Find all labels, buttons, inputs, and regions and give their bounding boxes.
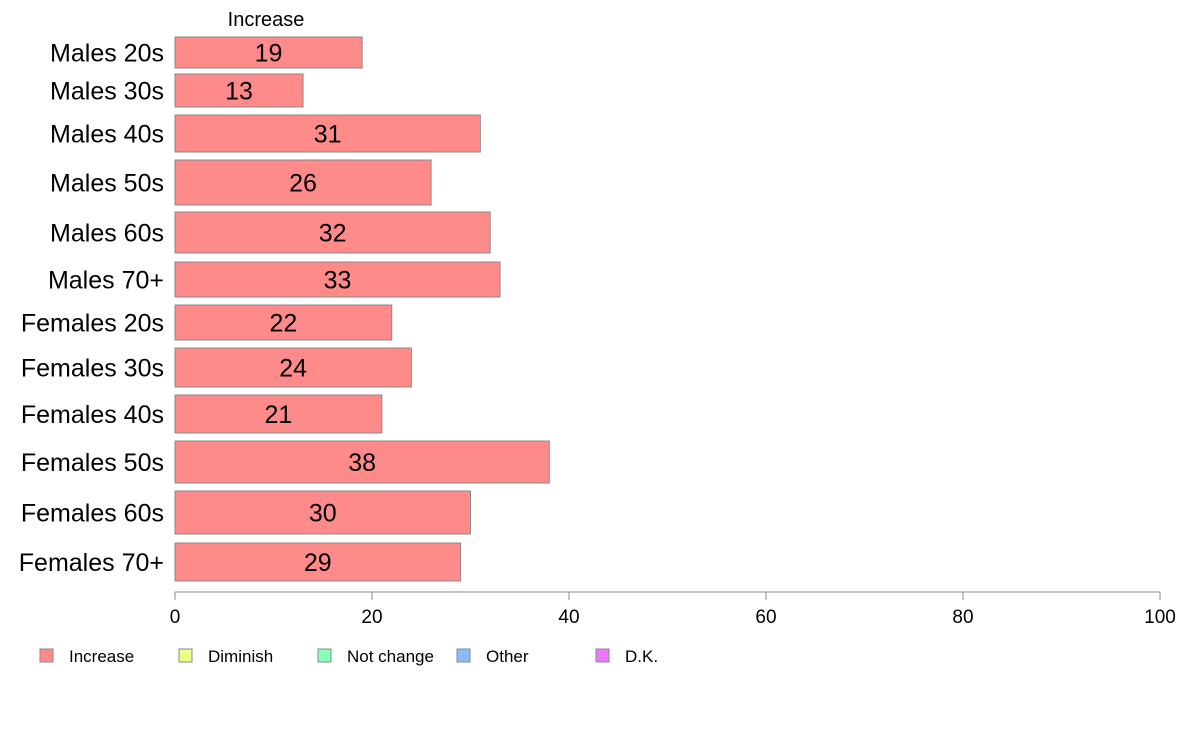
category-label: Females 70+ (19, 549, 164, 577)
x-tick-label: 40 (558, 607, 579, 628)
legend-label: Diminish (208, 647, 273, 666)
bar (174, 394, 383, 434)
category-label: Females 50s (21, 449, 164, 477)
legend-swatch (39, 648, 54, 663)
legend-swatch (456, 648, 471, 663)
bar-value-label: 19 (255, 40, 283, 68)
bar (174, 159, 432, 206)
legend-swatch (178, 648, 193, 663)
bar (174, 542, 462, 582)
bar-value-label: 13 (225, 78, 253, 106)
bar (174, 211, 491, 254)
bar-value-label: 38 (348, 449, 376, 477)
category-label: Females 20s (21, 310, 164, 338)
legend-label: Increase (69, 647, 134, 666)
bar (174, 490, 471, 535)
bar (174, 73, 304, 108)
column-header: Increase (228, 9, 305, 31)
legend: Increase Diminish Not change Other D.K. (39, 647, 658, 666)
bar-value-label: 32 (319, 220, 347, 248)
bar-value-label: 29 (304, 549, 332, 577)
category-label: Males 60s (50, 220, 164, 248)
bar (174, 114, 481, 153)
bar-value-label: 24 (279, 355, 307, 383)
bar (174, 36, 363, 69)
category-label: Females 40s (21, 401, 164, 429)
bar-value-label: 33 (324, 267, 352, 295)
category-label: Males 50s (50, 170, 164, 198)
bar (174, 304, 393, 341)
x-tick-label: 100 (1144, 607, 1176, 628)
x-tick-label: 20 (361, 607, 382, 628)
x-axis-ticks: 0 20 40 60 80 100 (170, 592, 1176, 628)
bar-value-label: 26 (289, 170, 317, 198)
bar (174, 347, 412, 388)
bar-value-label: 21 (265, 401, 293, 429)
legend-swatch (595, 648, 610, 663)
category-label: Males 70+ (48, 267, 164, 295)
legend-label: Not change (347, 647, 434, 666)
x-tick-label: 60 (755, 607, 776, 628)
category-label: Males 40s (50, 121, 164, 149)
legend-label: Other (486, 647, 529, 666)
bars-group: Males 20s 19 Males 30s 13 Males 40s 31 Males 5… (19, 36, 550, 582)
legend-label: D.K. (625, 647, 658, 666)
category-label: Males 20s (50, 40, 164, 68)
category-label: Females 60s (21, 500, 164, 528)
bar (174, 440, 550, 484)
bar (174, 261, 501, 298)
bar-value-label: 22 (269, 310, 297, 338)
category-label: Males 30s (50, 78, 164, 106)
x-tick-label: 80 (952, 607, 973, 628)
category-label: Females 30s (21, 355, 164, 383)
bar-value-label: 31 (314, 121, 342, 149)
legend-swatch (317, 648, 332, 663)
bar-value-label: 30 (309, 500, 337, 528)
x-tick-label: 0 (170, 607, 181, 628)
